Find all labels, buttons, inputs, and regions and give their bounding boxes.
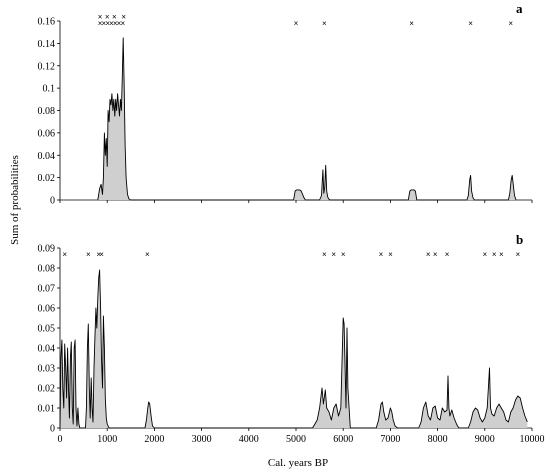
y-tick-label: 0.09 bbox=[38, 244, 56, 255]
chart-panels: 00.020.040.060.080.10.120.140.16 × × × ×× × × ×… bbox=[38, 1, 545, 445]
x-tick-label: 5000 bbox=[286, 434, 306, 445]
y-tick-label: 0.16 bbox=[38, 17, 56, 28]
x-tick-label: 7000 bbox=[380, 434, 400, 445]
sample-marker: × bbox=[379, 250, 384, 259]
y-tick-label: 0.12 bbox=[38, 61, 56, 72]
x-tick-label: 8000 bbox=[428, 434, 448, 445]
sample-marker: × bbox=[331, 250, 336, 259]
y-tick-label: 0.02 bbox=[38, 384, 56, 395]
y-tick-label: 0.02 bbox=[38, 173, 56, 184]
x-tick-label: 4000 bbox=[239, 434, 259, 445]
sample-marker: × bbox=[120, 19, 125, 28]
x-tick-label: 1000 bbox=[97, 434, 117, 445]
sample-marker: × bbox=[445, 250, 450, 259]
panel-letter: a bbox=[516, 1, 523, 16]
sample-marker: × bbox=[433, 250, 438, 259]
series-line bbox=[59, 269, 528, 429]
sample-marker: × bbox=[492, 250, 497, 259]
x-tick-label: 0 bbox=[58, 434, 63, 445]
x-tick-label: 6000 bbox=[333, 434, 353, 445]
x-tick-label: 9000 bbox=[475, 434, 495, 445]
y-tick-label: 0.04 bbox=[38, 151, 56, 162]
sample-marker: × bbox=[109, 19, 114, 28]
sample-marker: × bbox=[86, 250, 91, 259]
sample-marker: × bbox=[145, 250, 150, 259]
sample-marker: × bbox=[468, 19, 473, 28]
sample-marker: × bbox=[117, 19, 122, 28]
y-tick-label: 0.03 bbox=[38, 364, 56, 375]
y-tick-label: 0.14 bbox=[38, 39, 56, 50]
sample-marker: × bbox=[121, 13, 126, 22]
sample-marker: × bbox=[516, 250, 521, 259]
y-tick-label: 0.06 bbox=[38, 128, 56, 139]
sample-marker: × bbox=[98, 19, 103, 28]
sample-marker: × bbox=[105, 19, 110, 28]
y-tick-label: 0.08 bbox=[38, 264, 56, 275]
y-tick-label: 0.1 bbox=[43, 84, 56, 95]
sample-marker: × bbox=[388, 250, 393, 259]
sample-marker: × bbox=[112, 13, 117, 22]
sample-marker: × bbox=[409, 19, 414, 28]
x-tick-label: 10000 bbox=[520, 434, 545, 445]
x-tick-label: 3000 bbox=[192, 434, 212, 445]
sample-marker: × bbox=[294, 19, 299, 28]
series-area bbox=[97, 37, 517, 200]
sample-marker: × bbox=[99, 250, 104, 259]
sample-marker: × bbox=[508, 19, 513, 28]
sample-marker: × bbox=[62, 250, 67, 259]
y-axis-title: Sum of probabilities bbox=[9, 155, 21, 245]
y-tick-label: 0.04 bbox=[38, 344, 56, 355]
sample-marker: × bbox=[426, 250, 431, 259]
y-tick-label: 0.07 bbox=[38, 284, 56, 295]
series-area bbox=[60, 270, 528, 428]
panel-b: 0 0.01 0.02 0.03 0.04 0.05 0.06 0.07 0.08 0.09 0 10… bbox=[38, 232, 545, 445]
panel-letter: b bbox=[516, 232, 523, 247]
sample-marker: × bbox=[102, 19, 107, 28]
sample-marker: × bbox=[341, 250, 346, 259]
x-axis-title: Cal. years BP bbox=[268, 457, 328, 469]
sample-marker: × bbox=[322, 19, 327, 28]
sample-marker: × bbox=[499, 250, 504, 259]
sample-marker: × bbox=[105, 13, 110, 22]
y-tick-label: 0.08 bbox=[38, 106, 56, 117]
y-tick-label: 0 bbox=[50, 424, 55, 435]
panel-a: 00.020.040.060.080.10.120.140.16 × × × ×× × × ×… bbox=[38, 1, 533, 207]
y-tick-label: 0.05 bbox=[38, 324, 56, 335]
series-line bbox=[97, 37, 517, 201]
sample-marker: × bbox=[322, 250, 327, 259]
y-tick-label: 0.01 bbox=[38, 404, 56, 415]
sample-marker: × bbox=[98, 13, 103, 22]
sample-marker: × bbox=[96, 250, 101, 259]
sample-marker: × bbox=[113, 19, 118, 28]
y-tick-label: 0.06 bbox=[38, 304, 56, 315]
y-tick-label: 0 bbox=[50, 196, 55, 207]
sample-marker: × bbox=[482, 250, 487, 259]
x-tick-label: 2000 bbox=[144, 434, 164, 445]
